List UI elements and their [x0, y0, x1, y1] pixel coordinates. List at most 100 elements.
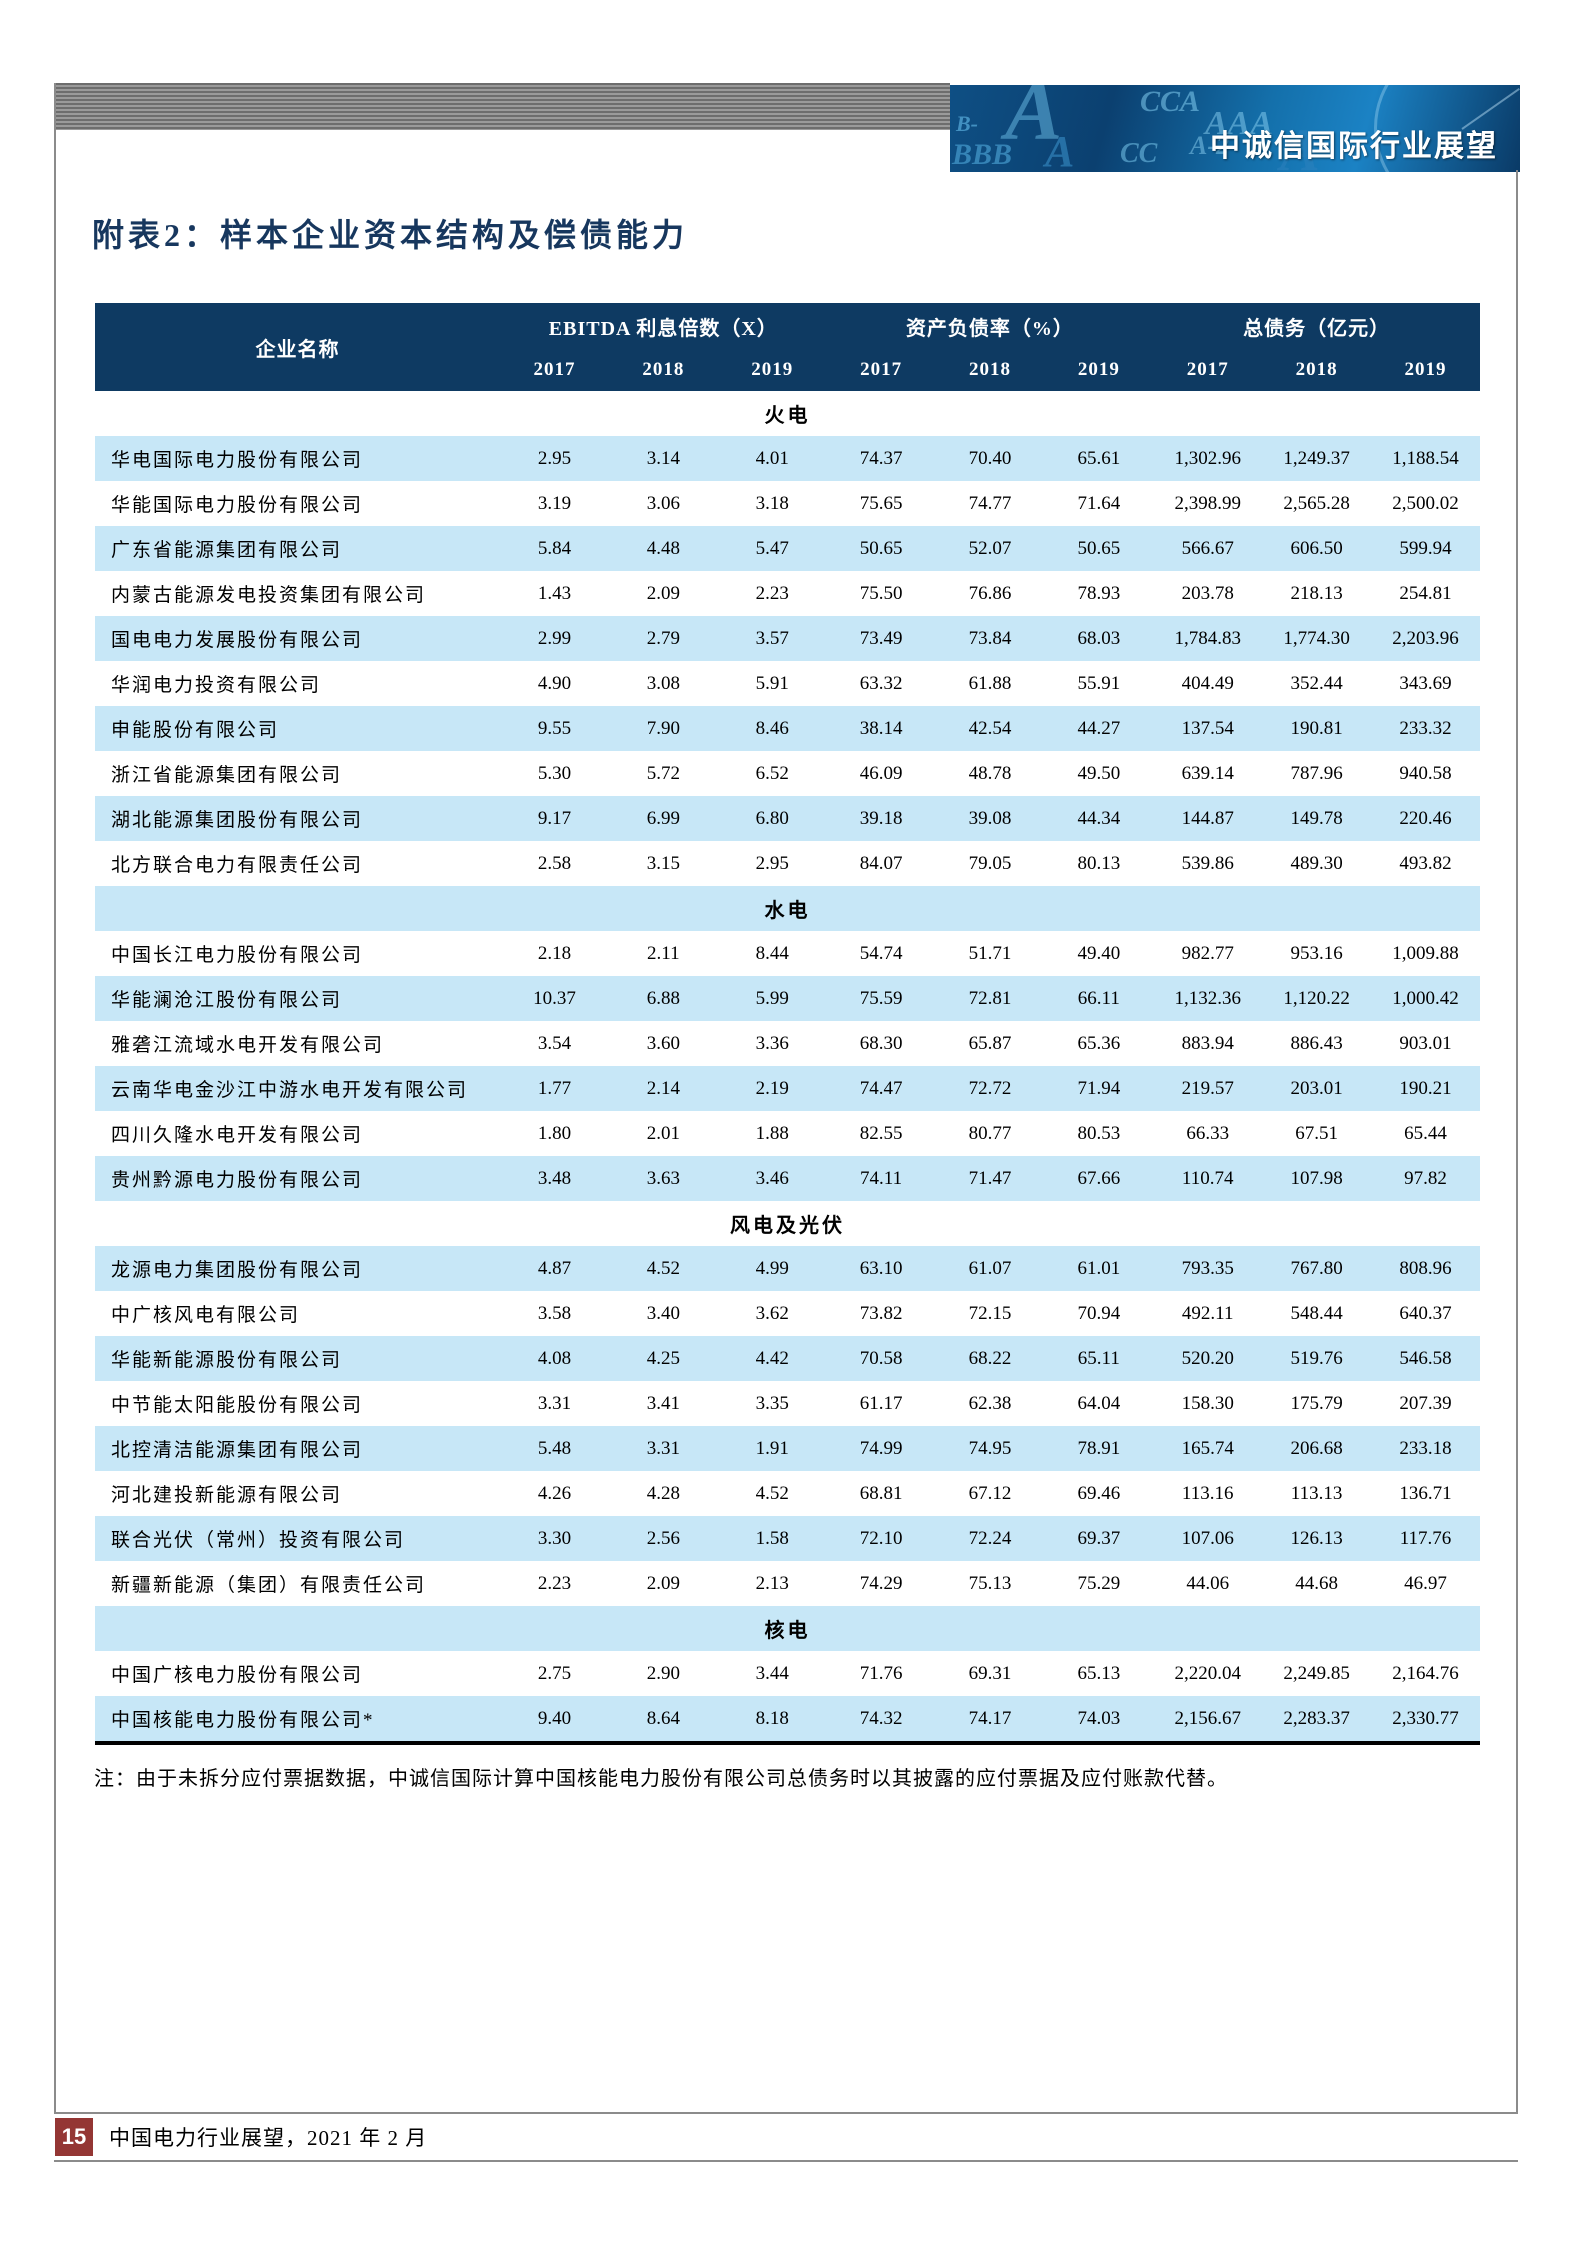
- value-cell: 52.07: [935, 526, 1045, 571]
- table-row: 广东省能源集团有限公司 5.84 4.48 5.47 50.65 52.07 50.65 56…: [95, 526, 1480, 571]
- value-cell: 207.39: [1399, 1392, 1452, 1414]
- rating-letter: A-2: [1190, 131, 1229, 160]
- value-cell: 519.76: [1262, 1336, 1371, 1381]
- value-cell: 137.54: [1153, 706, 1263, 751]
- company-name-cell: 中国广核电力股份有限公司: [111, 1665, 364, 1686]
- value-cell: 3.62: [755, 1302, 789, 1324]
- value-cell: 62.38: [968, 1392, 1012, 1414]
- value-cell: 67.12: [968, 1482, 1012, 1504]
- value-cell: 233.32: [1371, 706, 1480, 751]
- value-cell: 3.36: [755, 1032, 789, 1054]
- value-cell: 69.46: [1077, 1482, 1121, 1504]
- value-cell: 606.50: [1262, 526, 1371, 571]
- company-name-cell: 贵州黔源电力股份有限公司: [95, 1156, 500, 1201]
- company-name-cell: 中节能太阳能股份有限公司: [111, 1395, 364, 1416]
- value-cell: 2.75: [537, 1662, 572, 1684]
- value-cell: 4.52: [755, 1482, 789, 1504]
- value-cell: 2,249.85: [1283, 1662, 1350, 1684]
- section-header-row: 风电及光伏: [95, 1201, 1480, 1246]
- company-name-cell: 华润电力投资有限公司: [111, 675, 322, 696]
- value-cell: 5.48: [500, 1426, 609, 1471]
- section-title: 风电及光伏: [730, 1215, 845, 1237]
- value-cell: 64.04: [1077, 1392, 1121, 1414]
- value-cell: 75.59: [826, 976, 936, 1021]
- value-cell: 75.29: [1077, 1572, 1121, 1594]
- value-cell: 74.99: [826, 1426, 936, 1471]
- company-name-cell: 中广核风电有限公司: [111, 1305, 301, 1326]
- value-cell: 65.87: [968, 1032, 1012, 1054]
- value-cell: 51.71: [968, 942, 1012, 964]
- year-header: 2019: [1371, 349, 1480, 391]
- value-cell: 4.52: [608, 1246, 718, 1291]
- year-header: 2019: [717, 349, 827, 391]
- column-group-debt-ratio: 资产负债率（%）: [826, 303, 1154, 349]
- company-name-cell: 广东省能源集团有限公司: [95, 526, 500, 571]
- value-cell: 4.28: [646, 1482, 680, 1504]
- value-cell: 3.58: [537, 1302, 572, 1324]
- table-row: 龙源电力集团股份有限公司 4.87 4.52 4.99 63.10 61.07 61.01 7…: [95, 1246, 1480, 1291]
- rating-letter: A: [1005, 85, 1063, 158]
- value-cell: 61.17: [859, 1392, 903, 1414]
- company-name-cell: 北控清洁能源集团有限公司: [95, 1426, 500, 1471]
- value-cell: 136.71: [1399, 1482, 1452, 1504]
- value-cell: 3.46: [717, 1156, 827, 1201]
- value-cell: 8.46: [717, 706, 827, 751]
- value-cell: 76.86: [968, 582, 1012, 604]
- value-cell: 117.76: [1371, 1516, 1480, 1561]
- value-cell: 3.14: [608, 436, 718, 481]
- value-cell: 640.37: [1399, 1302, 1452, 1324]
- value-cell: 72.24: [935, 1516, 1045, 1561]
- value-cell: 5.91: [755, 672, 789, 694]
- value-cell: 4.42: [717, 1336, 827, 1381]
- value-cell: 72.15: [968, 1302, 1012, 1324]
- table-row: 北控清洁能源集团有限公司 5.48 3.31 1.91 74.99 74.95 78.91 1…: [95, 1426, 1480, 1471]
- value-cell: 71.94: [1044, 1066, 1154, 1111]
- value-cell: 6.52: [755, 762, 789, 784]
- value-cell: 233.18: [1371, 1426, 1480, 1471]
- company-name-cell: 中国长江电力股份有限公司: [111, 945, 364, 966]
- value-cell: 74.11: [826, 1156, 936, 1201]
- company-name-cell: 四川久隆水电开发有限公司: [111, 1125, 364, 1146]
- year-header: 2018: [608, 349, 718, 391]
- section-title: 核电: [95, 1606, 1480, 1651]
- value-cell: 54.74: [859, 942, 903, 964]
- page-footer: 15 中国电力行业展望，2021 年 2 月: [54, 2112, 1518, 2162]
- value-cell: 74.17: [935, 1696, 1045, 1743]
- value-cell: 566.67: [1153, 526, 1263, 571]
- value-cell: 50.65: [1044, 526, 1154, 571]
- value-cell: 3.19: [537, 492, 572, 514]
- value-cell: 74.32: [826, 1696, 936, 1743]
- table-row: 浙江省能源集团有限公司 5.30 5.72 6.52 46.09 48.78 49.50 63…: [95, 751, 1480, 796]
- value-cell: 539.86: [1181, 852, 1234, 874]
- value-cell: 158.30: [1181, 1392, 1234, 1414]
- value-cell: 2.18: [537, 942, 572, 964]
- value-cell: 1,784.83: [1153, 616, 1263, 661]
- value-cell: 8.44: [755, 942, 789, 964]
- value-cell: 74.47: [826, 1066, 936, 1111]
- value-cell: 3.31: [608, 1426, 718, 1471]
- value-cell: 70.94: [1077, 1302, 1121, 1324]
- value-cell: 1,249.37: [1262, 436, 1371, 481]
- value-cell: 55.91: [1077, 672, 1121, 694]
- company-name-cell: 湖北能源集团股份有限公司: [95, 796, 500, 841]
- value-cell: 3.63: [608, 1156, 718, 1201]
- capital-structure-table: 企业名称 EBITDA 利息倍数（X） 资产负债率（%） 总债务（亿元） 201…: [95, 303, 1480, 1745]
- clock-graphic: [1374, 85, 1520, 172]
- value-cell: 2,565.28: [1283, 492, 1350, 514]
- value-cell: 6.80: [717, 796, 827, 841]
- banner-title: 中诚信国际行业展望: [1210, 130, 1498, 163]
- company-name-cell: 华能澜沧江股份有限公司: [95, 976, 500, 1021]
- value-cell: 44.06: [1186, 1572, 1230, 1594]
- value-cell: 2,203.96: [1371, 616, 1480, 661]
- rating-letter: A: [1045, 127, 1075, 173]
- value-cell: 3.48: [500, 1156, 609, 1201]
- table-row: 中国核能电力股份有限公司* 9.40 8.64 8.18 74.32 74.17 74.03…: [95, 1696, 1480, 1743]
- value-cell: 78.91: [1044, 1426, 1154, 1471]
- value-cell: 8.18: [717, 1696, 827, 1743]
- value-cell: 9.17: [500, 796, 609, 841]
- value-cell: 220.46: [1371, 796, 1480, 841]
- decorative-stripes: [56, 83, 950, 130]
- value-cell: 73.49: [826, 616, 936, 661]
- value-cell: 80.53: [1077, 1122, 1121, 1144]
